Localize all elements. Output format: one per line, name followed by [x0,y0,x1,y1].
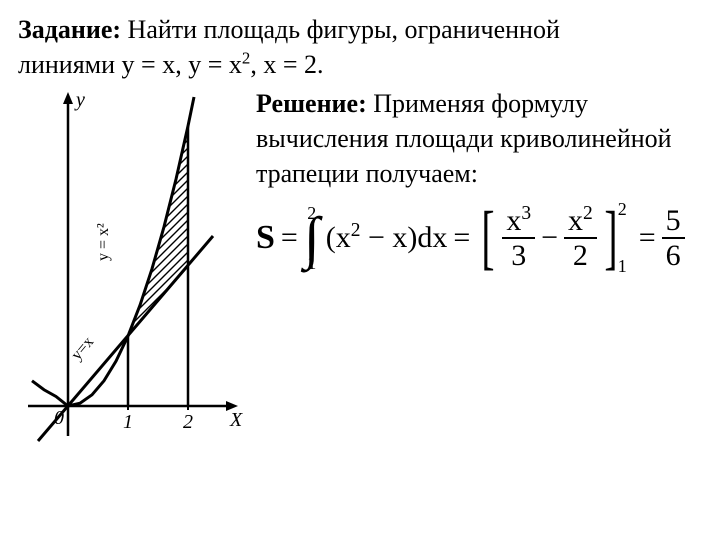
task-text-a: Найти площадь фигуры, ограниченной [121,15,560,44]
task-text-b: линиями y = x, y = x [18,50,242,79]
right-bracket-icon: ] [604,209,617,267]
frac-x2-2: x2 2 [564,203,597,272]
solution-text: Решение: Применяя формулу вычисления пло… [256,86,708,191]
bracket-inner: x3 3 − x2 2 [500,203,598,272]
svg-text:y=x: y=x [68,334,97,364]
frac-x3-3: x3 3 [502,203,535,272]
int-lower: 1 [307,251,316,275]
int-upper: 2 [307,201,316,225]
solution-column: Решение: Применяя формулу вычисления пло… [256,86,708,272]
svg-text:1: 1 [123,411,133,433]
bracket-block: [ x3 3 − x2 2 ] 2 1 [476,203,622,272]
eq-eq2: = [453,218,470,259]
bracket-upper: 2 [618,197,627,221]
axes-svg: 0 y X 1 2 y=x y = x² [18,86,248,456]
task-block: Задание: Найти площадь фигуры, ограничен… [18,12,708,82]
eq-eq1: = [281,218,298,259]
task-label: Задание: [18,15,121,44]
eq-eq3: = [639,218,656,259]
bracket-lower: 1 [618,254,627,278]
left-bracket-icon: [ [482,209,495,267]
figure-chart: 0 y X 1 2 y=x y = x² [18,86,248,465]
frac-result: 5 6 [662,204,685,272]
svg-text:y = x²: y = x² [95,223,112,261]
eq-S: S [256,215,275,261]
svg-text:X: X [229,409,243,431]
svg-text:2: 2 [183,411,193,433]
content-row: 0 y X 1 2 y=x y = x² [18,86,708,465]
integrand: (x2 − x)dx [326,218,448,259]
integral: 2 ∫ 1 [304,211,320,265]
equation: S = 2 ∫ 1 (x2 − x)dx = [ x3 3 − [256,203,708,272]
minus: − [537,218,562,259]
svg-text:y: y [74,89,85,111]
solution-label: Решение: [256,89,367,118]
task-text-c: , x = 2. [250,50,323,79]
